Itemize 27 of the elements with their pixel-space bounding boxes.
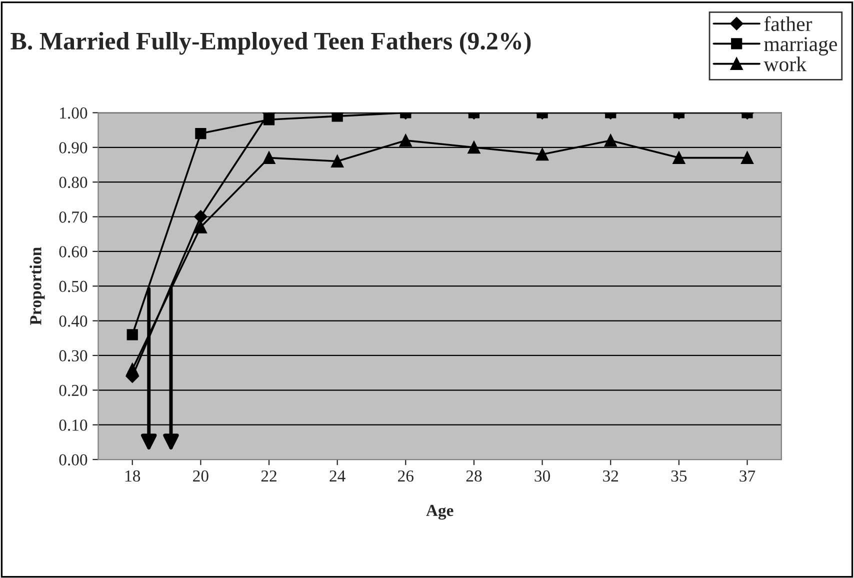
x-tick-label: 20 <box>193 470 208 482</box>
x-tick-label: 28 <box>466 470 482 482</box>
y-tick-label: 0.90 <box>59 142 88 154</box>
x-tick-label: 37 <box>740 470 756 482</box>
x-tick-label: 22 <box>261 470 276 482</box>
y-tick-label: 0.00 <box>59 454 88 466</box>
y-tick-label: 0.40 <box>59 315 88 327</box>
x-tick-label: 30 <box>534 470 550 482</box>
y-tick-label: 0.20 <box>59 384 88 396</box>
y-tick-label: 0.70 <box>59 211 88 223</box>
y-tick-label: 0.30 <box>59 350 88 362</box>
x-tick-label: 35 <box>671 470 687 482</box>
y-tick-label: 0.80 <box>59 176 88 188</box>
x-tick-label: 32 <box>603 470 618 482</box>
x-tick-label: 26 <box>398 470 414 482</box>
y-axis-title: Proportion <box>30 247 45 326</box>
y-tick-label: 0.50 <box>59 280 88 292</box>
legend-label: father <box>764 16 812 32</box>
x-axis-title: Age <box>426 504 454 520</box>
y-tick-label: 1.00 <box>60 107 88 119</box>
y-tick-label: 0.60 <box>59 246 88 258</box>
x-tick-label: 18 <box>126 470 140 482</box>
legend-label: marriage <box>764 37 837 56</box>
x-tick-label: 24 <box>330 470 346 482</box>
legend-label: work <box>764 56 806 72</box>
chart-title: B. Married Fully-Employed Teen Fathers (9.2%) <box>10 32 531 55</box>
y-tick-label: 0.10 <box>59 420 88 431</box>
